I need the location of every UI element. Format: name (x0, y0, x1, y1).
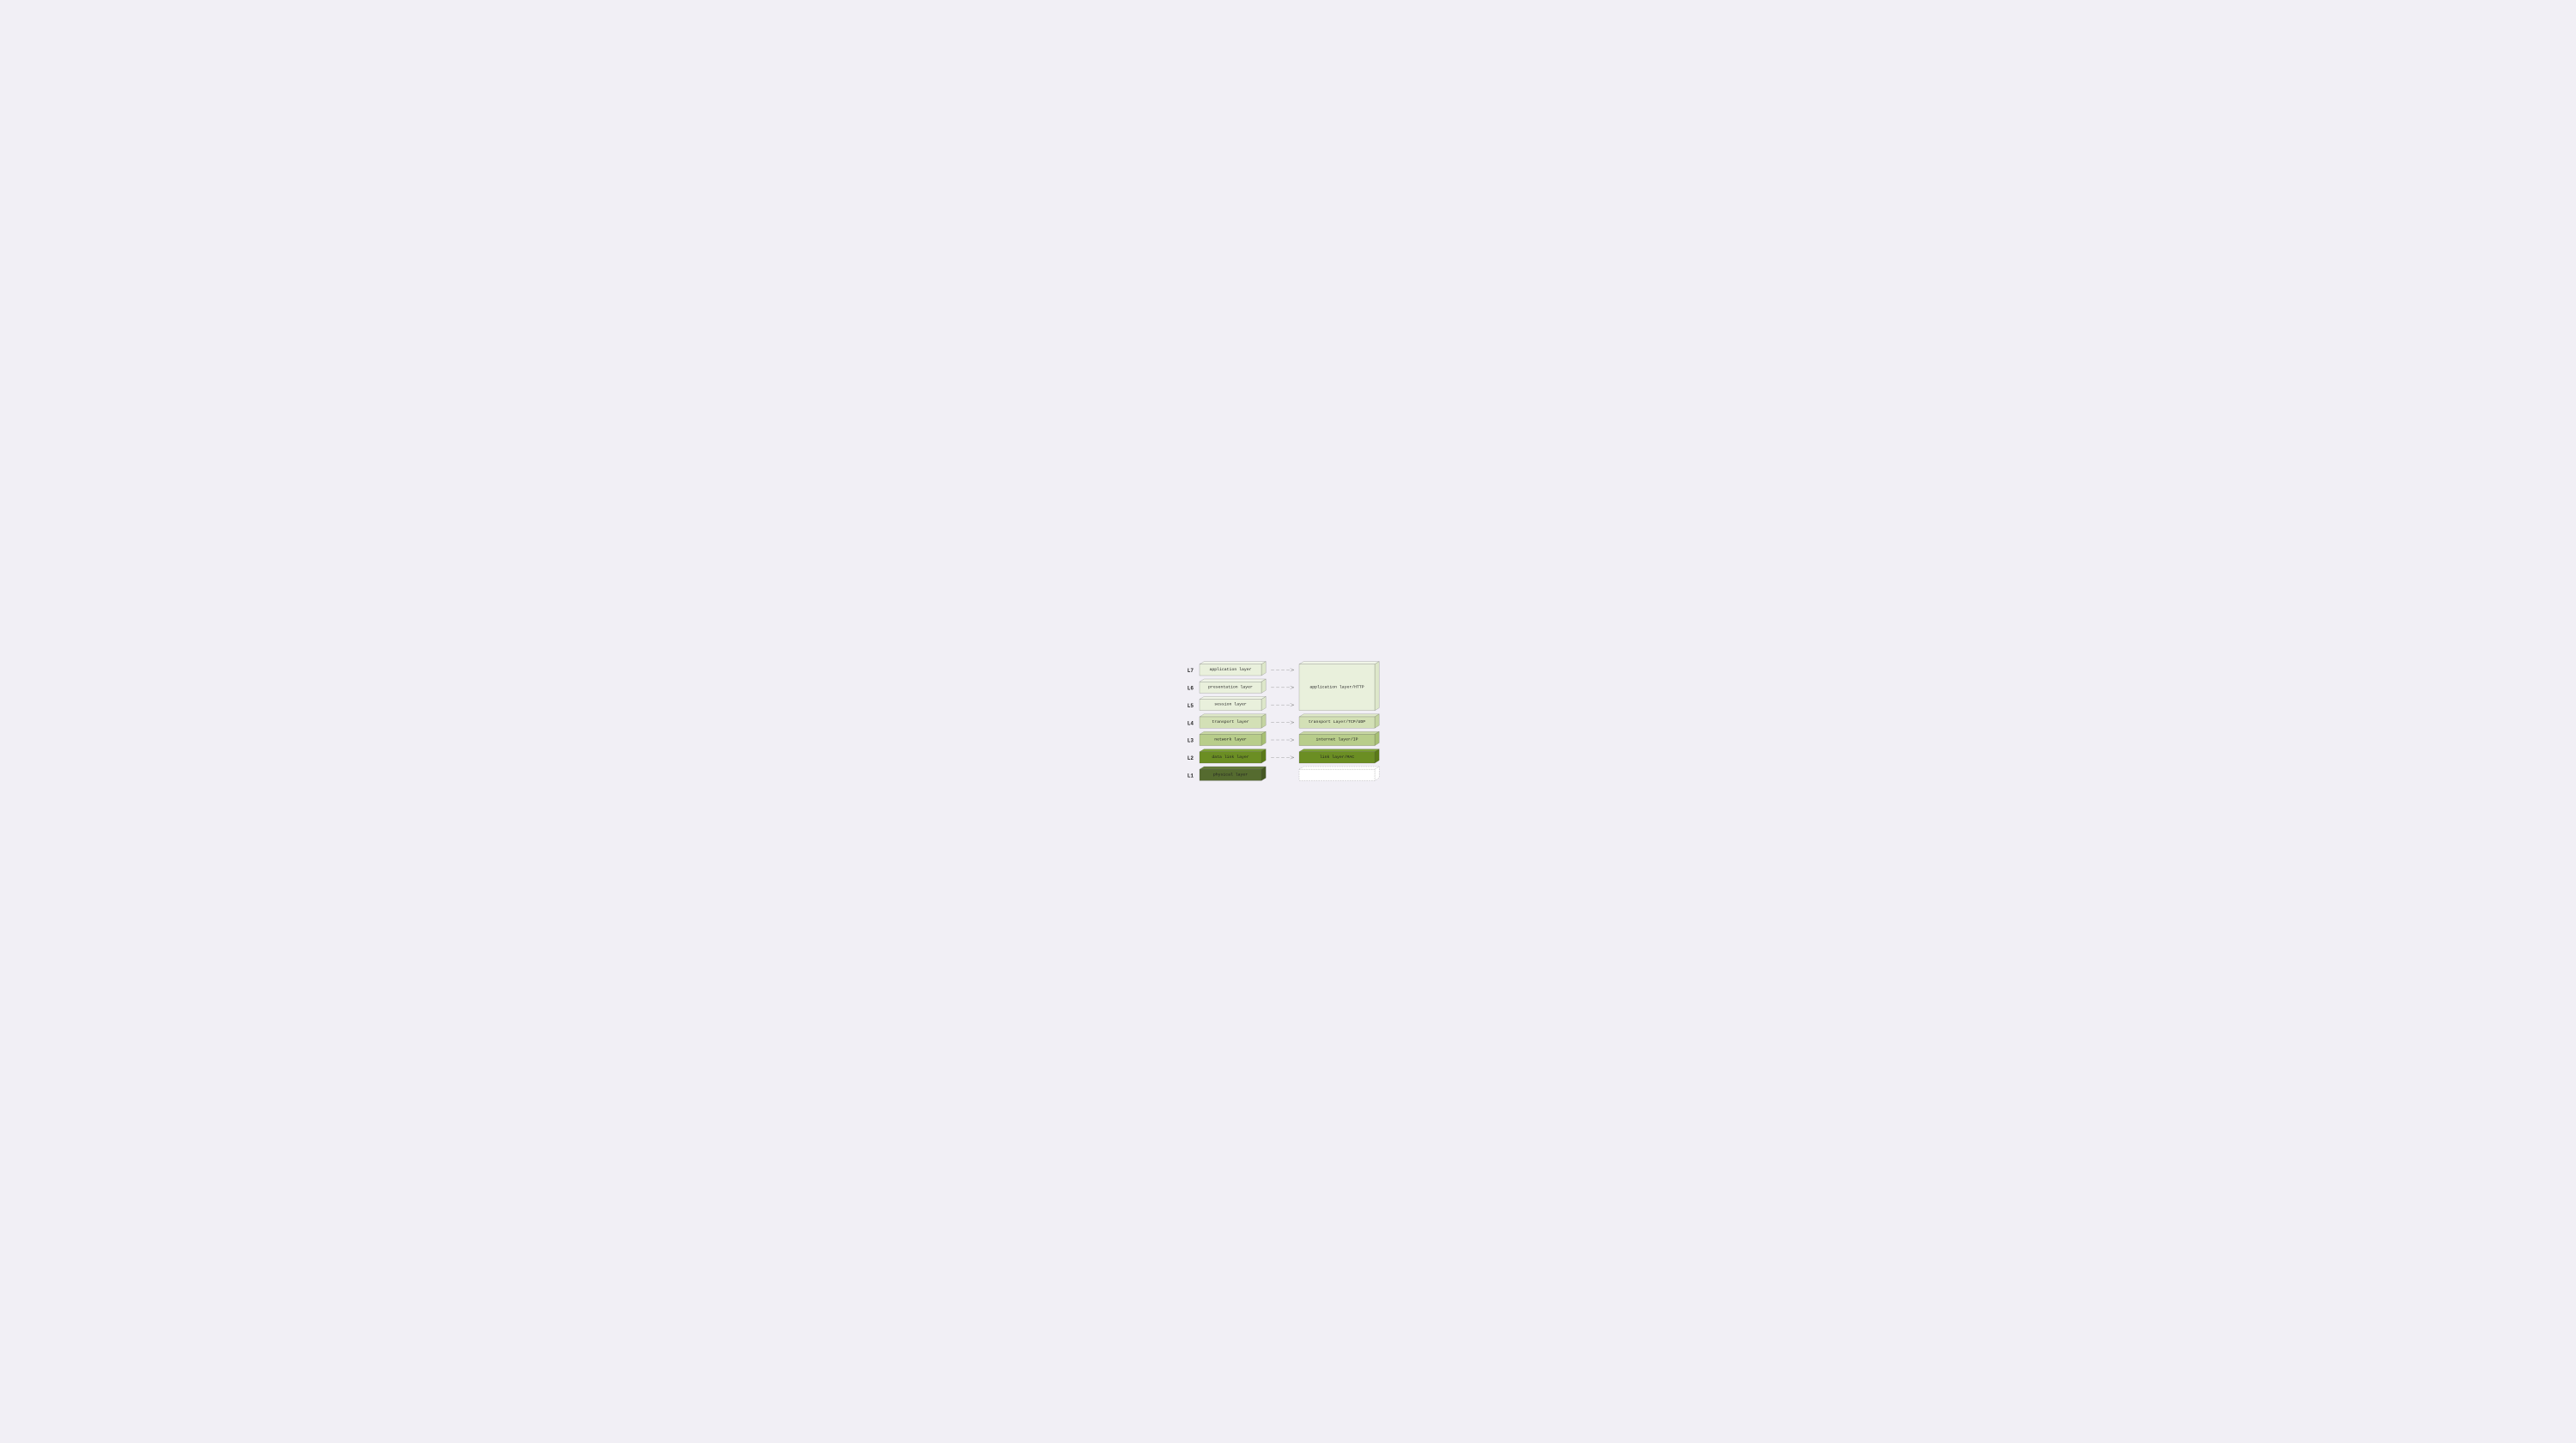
left-block-label: physical layer (1213, 772, 1248, 777)
left-block-2: session layer (1200, 696, 1266, 710)
right-block-2: internet layer/IP (1299, 731, 1379, 745)
level-label: L1 (1188, 773, 1194, 779)
right-block-3: link layer/MAC (1299, 749, 1379, 762)
left-block-label: presentation layer (1208, 684, 1253, 689)
left-block-label: session layer (1214, 701, 1247, 706)
right-block-label: internet layer/IP (1316, 737, 1358, 742)
right-block-label: application layer/HTTP (1309, 684, 1364, 689)
diagram-svg: application layer/HTTP transport Layer/TC… (1159, 650, 1417, 794)
level-label: L3 (1188, 737, 1194, 743)
left-block-label: network layer (1214, 737, 1247, 742)
right-block-label: link layer/MAC (1320, 754, 1354, 759)
left-block-5: data link layer (1200, 749, 1266, 762)
left-block-label: application layer (1210, 666, 1252, 671)
right-block-label: transport Layer/TCP/UDP (1309, 719, 1365, 725)
left-block-label: data link layer (1212, 754, 1249, 759)
left-block-0: application layer (1200, 661, 1266, 675)
left-block-1: presentation layer (1200, 679, 1266, 693)
level-label: L5 (1188, 702, 1194, 708)
left-block-label: transport layer (1212, 719, 1249, 725)
right-block-1: transport Layer/TCP/UDP (1299, 713, 1379, 727)
level-label: L6 (1188, 685, 1194, 691)
left-block-4: network layer (1200, 731, 1266, 745)
level-label: L4 (1188, 720, 1194, 726)
level-label: L7 (1188, 668, 1194, 674)
left-block-3: transport layer (1200, 713, 1266, 727)
osi-tcpip-diagram: application layer/HTTP transport Layer/TC… (1159, 650, 1417, 794)
level-label: L2 (1188, 755, 1194, 761)
right-block-4 (1299, 767, 1379, 780)
left-block-6: physical layer (1200, 767, 1266, 780)
right-block-0: application layer/HTTP (1299, 661, 1379, 710)
